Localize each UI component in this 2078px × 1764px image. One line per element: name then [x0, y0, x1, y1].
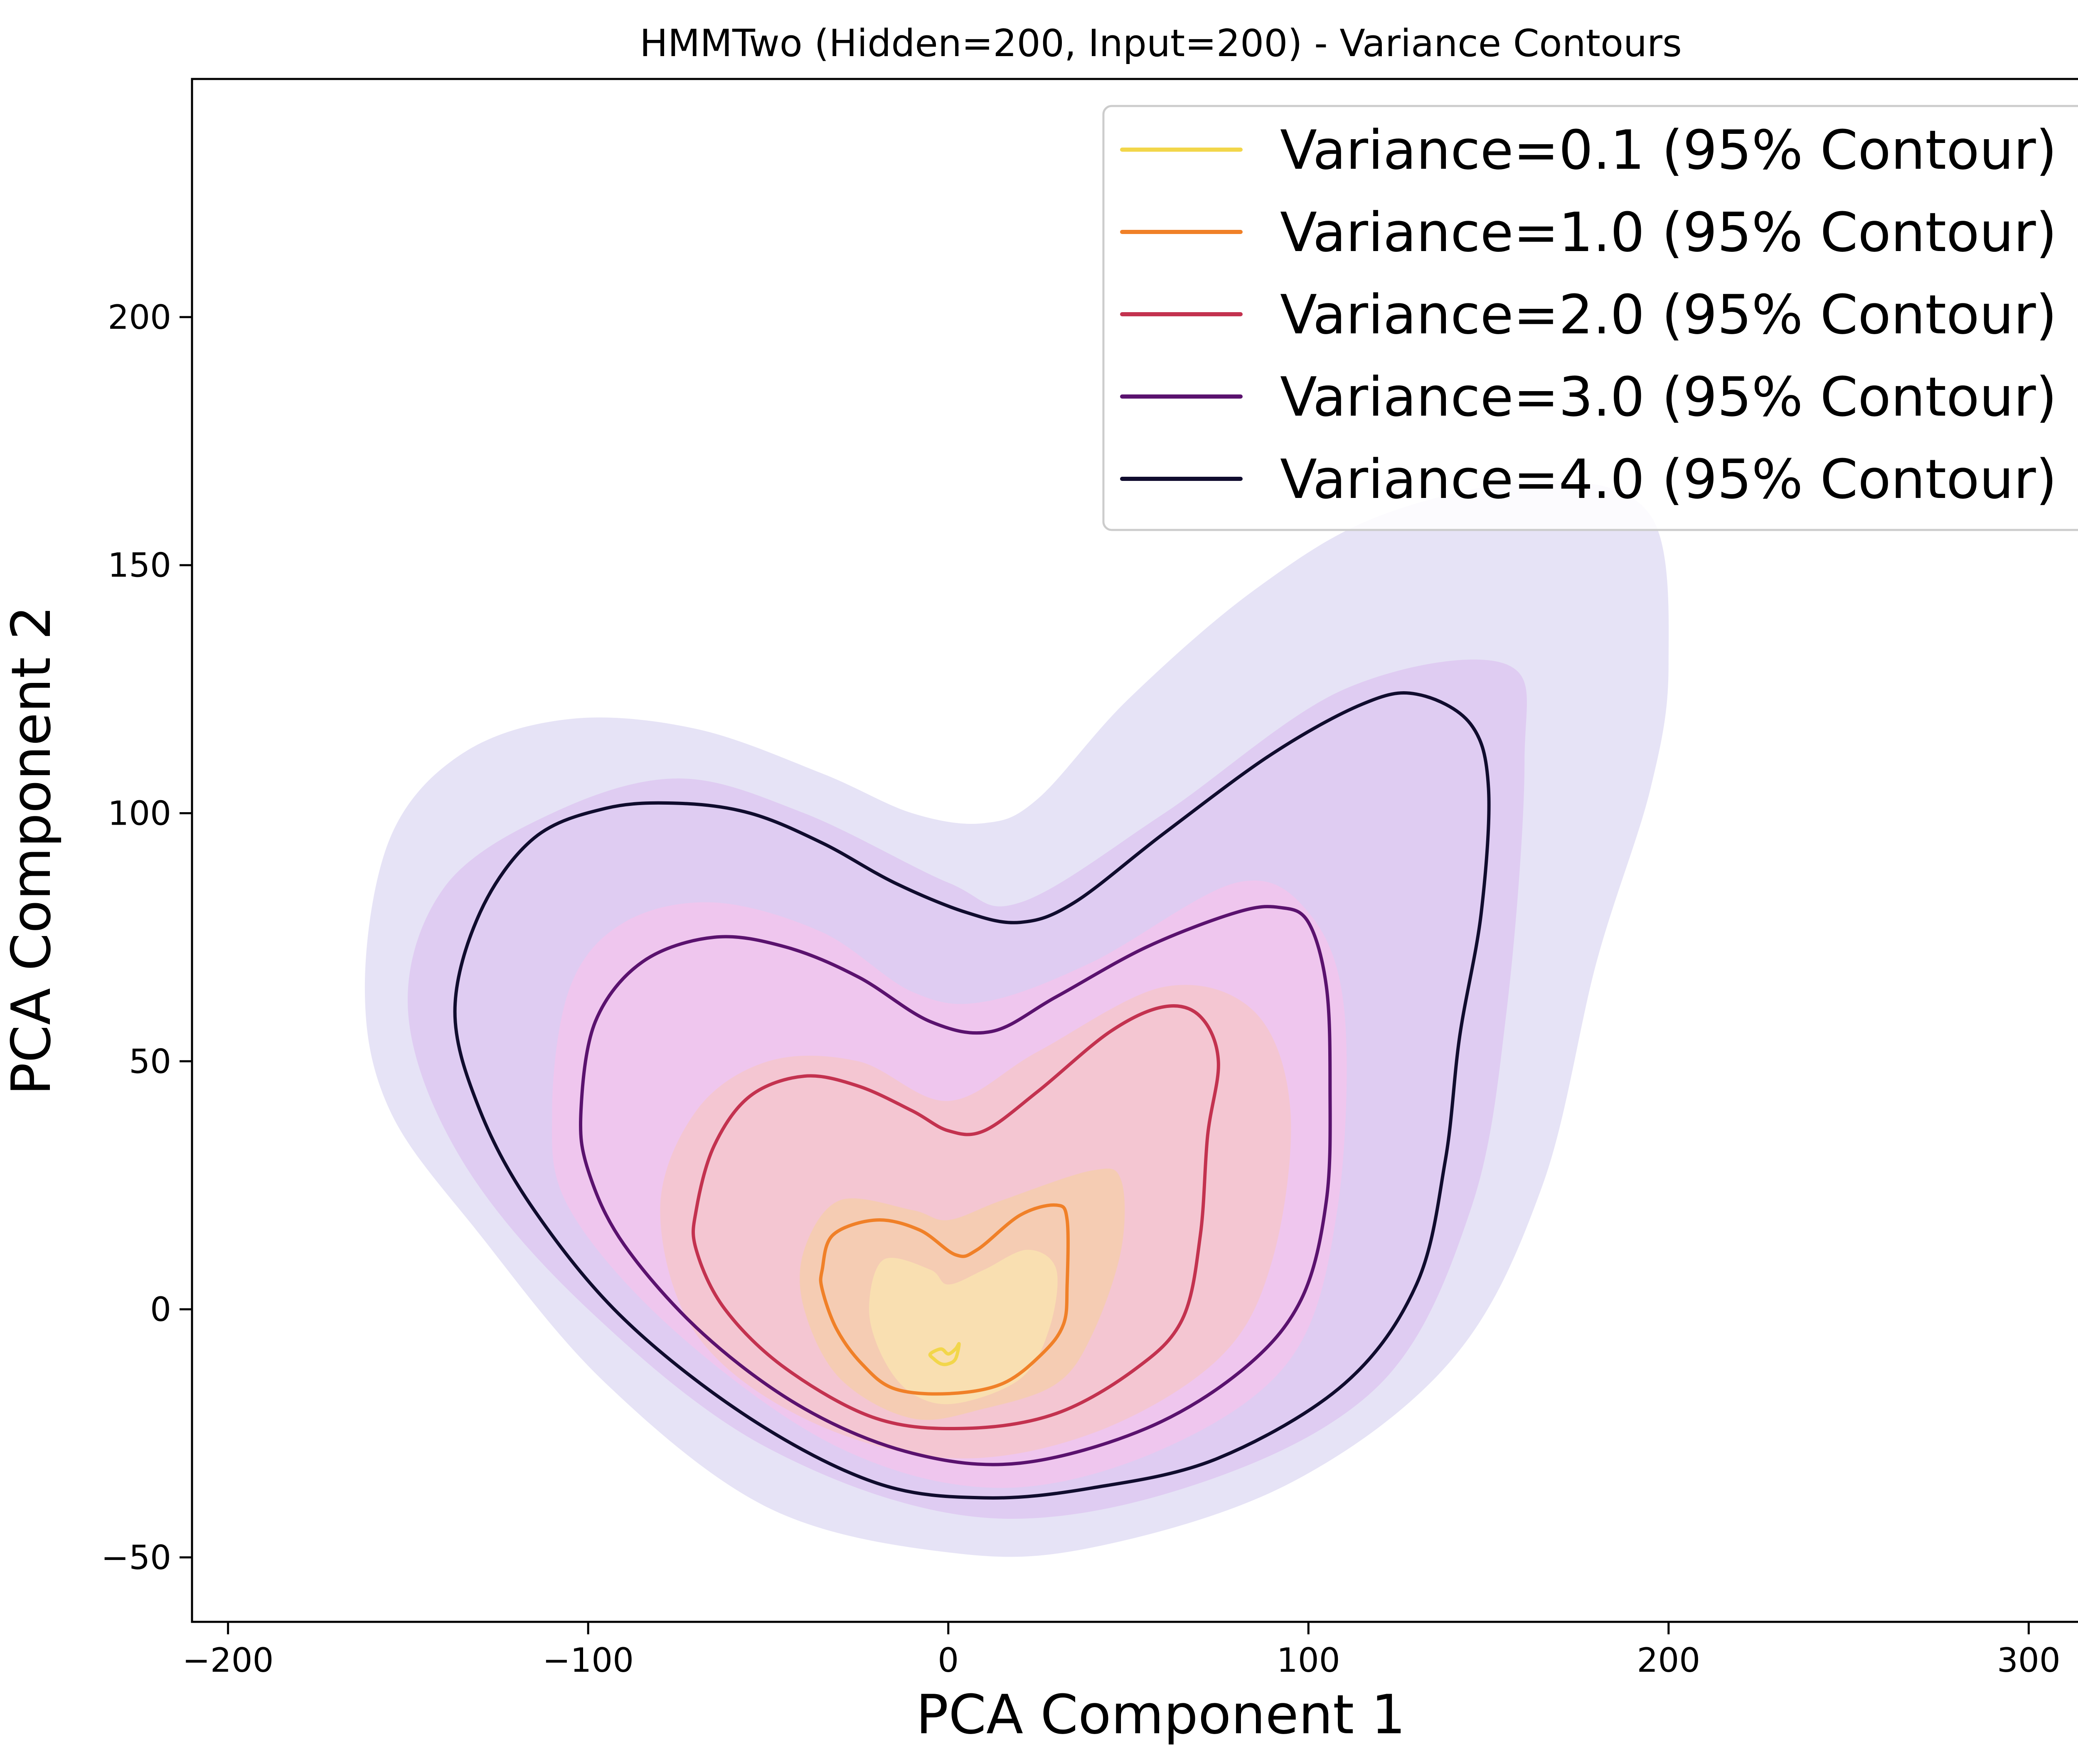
legend-label: Variance=4.0 (95% Contour): [1280, 448, 2057, 511]
y-axis-ticks: −50 0 50 100 150 200: [101, 298, 192, 1577]
filled-region-0: [869, 1249, 1058, 1404]
y-tick-label: 50: [129, 1042, 171, 1081]
x-tick-label: 100: [1277, 1641, 1340, 1680]
legend: Variance=0.1 (95% Contour) Variance=1.0 (…: [1102, 105, 2078, 531]
contour-line-3: [579, 905, 1332, 1466]
contour-line-0: [928, 1342, 961, 1366]
x-tick-label: 300: [1997, 1641, 2061, 1680]
legend-box: [1102, 105, 2078, 531]
y-axis-title: PCA Component 2: [0, 606, 63, 1095]
contour-line-2: [692, 1004, 1220, 1431]
plot-frame: [191, 78, 2078, 1623]
legend-label: Variance=0.1 (95% Contour): [1280, 118, 2057, 182]
contour-line-4: [453, 691, 1491, 1500]
y-tick-label: 0: [150, 1290, 171, 1329]
x-tick-label: 0: [938, 1641, 959, 1680]
legend-items: Variance=0.1 (95% Contour) Variance=1.0 (…: [1120, 118, 2057, 511]
y-tick-label: 200: [108, 298, 171, 337]
contour-lines: [453, 691, 1491, 1500]
x-axis-ticks: −200 −100 0 100 200 300: [182, 1622, 2061, 1680]
x-axis-title: PCA Component 1: [916, 1683, 1406, 1746]
x-tick-label: −200: [182, 1641, 274, 1680]
legend-label: Variance=2.0 (95% Contour): [1280, 283, 2057, 346]
x-tick-label: 200: [1637, 1641, 1700, 1680]
contour-line-1: [819, 1203, 1070, 1396]
y-tick-label: −50: [101, 1538, 171, 1577]
chart-title: HMMTwo (Hidden=200, Input=200) - Varianc…: [640, 22, 1682, 65]
legend-label: Variance=3.0 (95% Contour): [1280, 365, 2057, 429]
x-tick-label: −100: [542, 1641, 634, 1680]
legend-label: Variance=1.0 (95% Contour): [1280, 201, 2057, 264]
y-tick-label: 150: [108, 546, 171, 585]
filled-regions: [364, 480, 1669, 1557]
y-tick-label: 100: [108, 794, 171, 833]
